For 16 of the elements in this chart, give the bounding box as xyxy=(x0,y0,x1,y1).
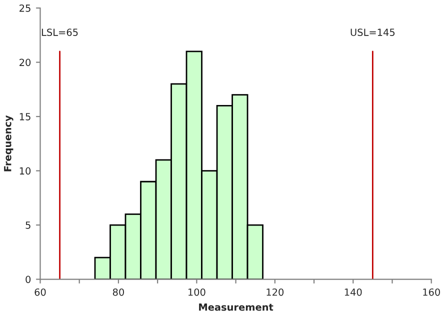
y-tick-label: 15 xyxy=(20,113,30,120)
y-tick-label: 20 xyxy=(20,58,31,66)
x-tick-label: 140 xyxy=(344,288,362,296)
x-tick-label: 100 xyxy=(188,288,206,296)
y-tick-label: 25 xyxy=(20,4,30,12)
ref-line-label: LSL=65 xyxy=(42,28,78,36)
x-tick-label: 60 xyxy=(34,288,46,296)
y-axis-title: Frequency xyxy=(4,115,14,172)
y-tick-label: 0 xyxy=(26,276,31,284)
x-tick-label: 80 xyxy=(112,288,124,296)
y-tick-label: 10 xyxy=(20,167,31,175)
x-axis-title: Measurement xyxy=(199,304,274,311)
x-tick-label: 160 xyxy=(423,288,440,296)
x-tick-label: 120 xyxy=(266,288,284,296)
ref-line-label: USL=145 xyxy=(350,28,395,36)
y-tick-label: 5 xyxy=(26,222,30,229)
